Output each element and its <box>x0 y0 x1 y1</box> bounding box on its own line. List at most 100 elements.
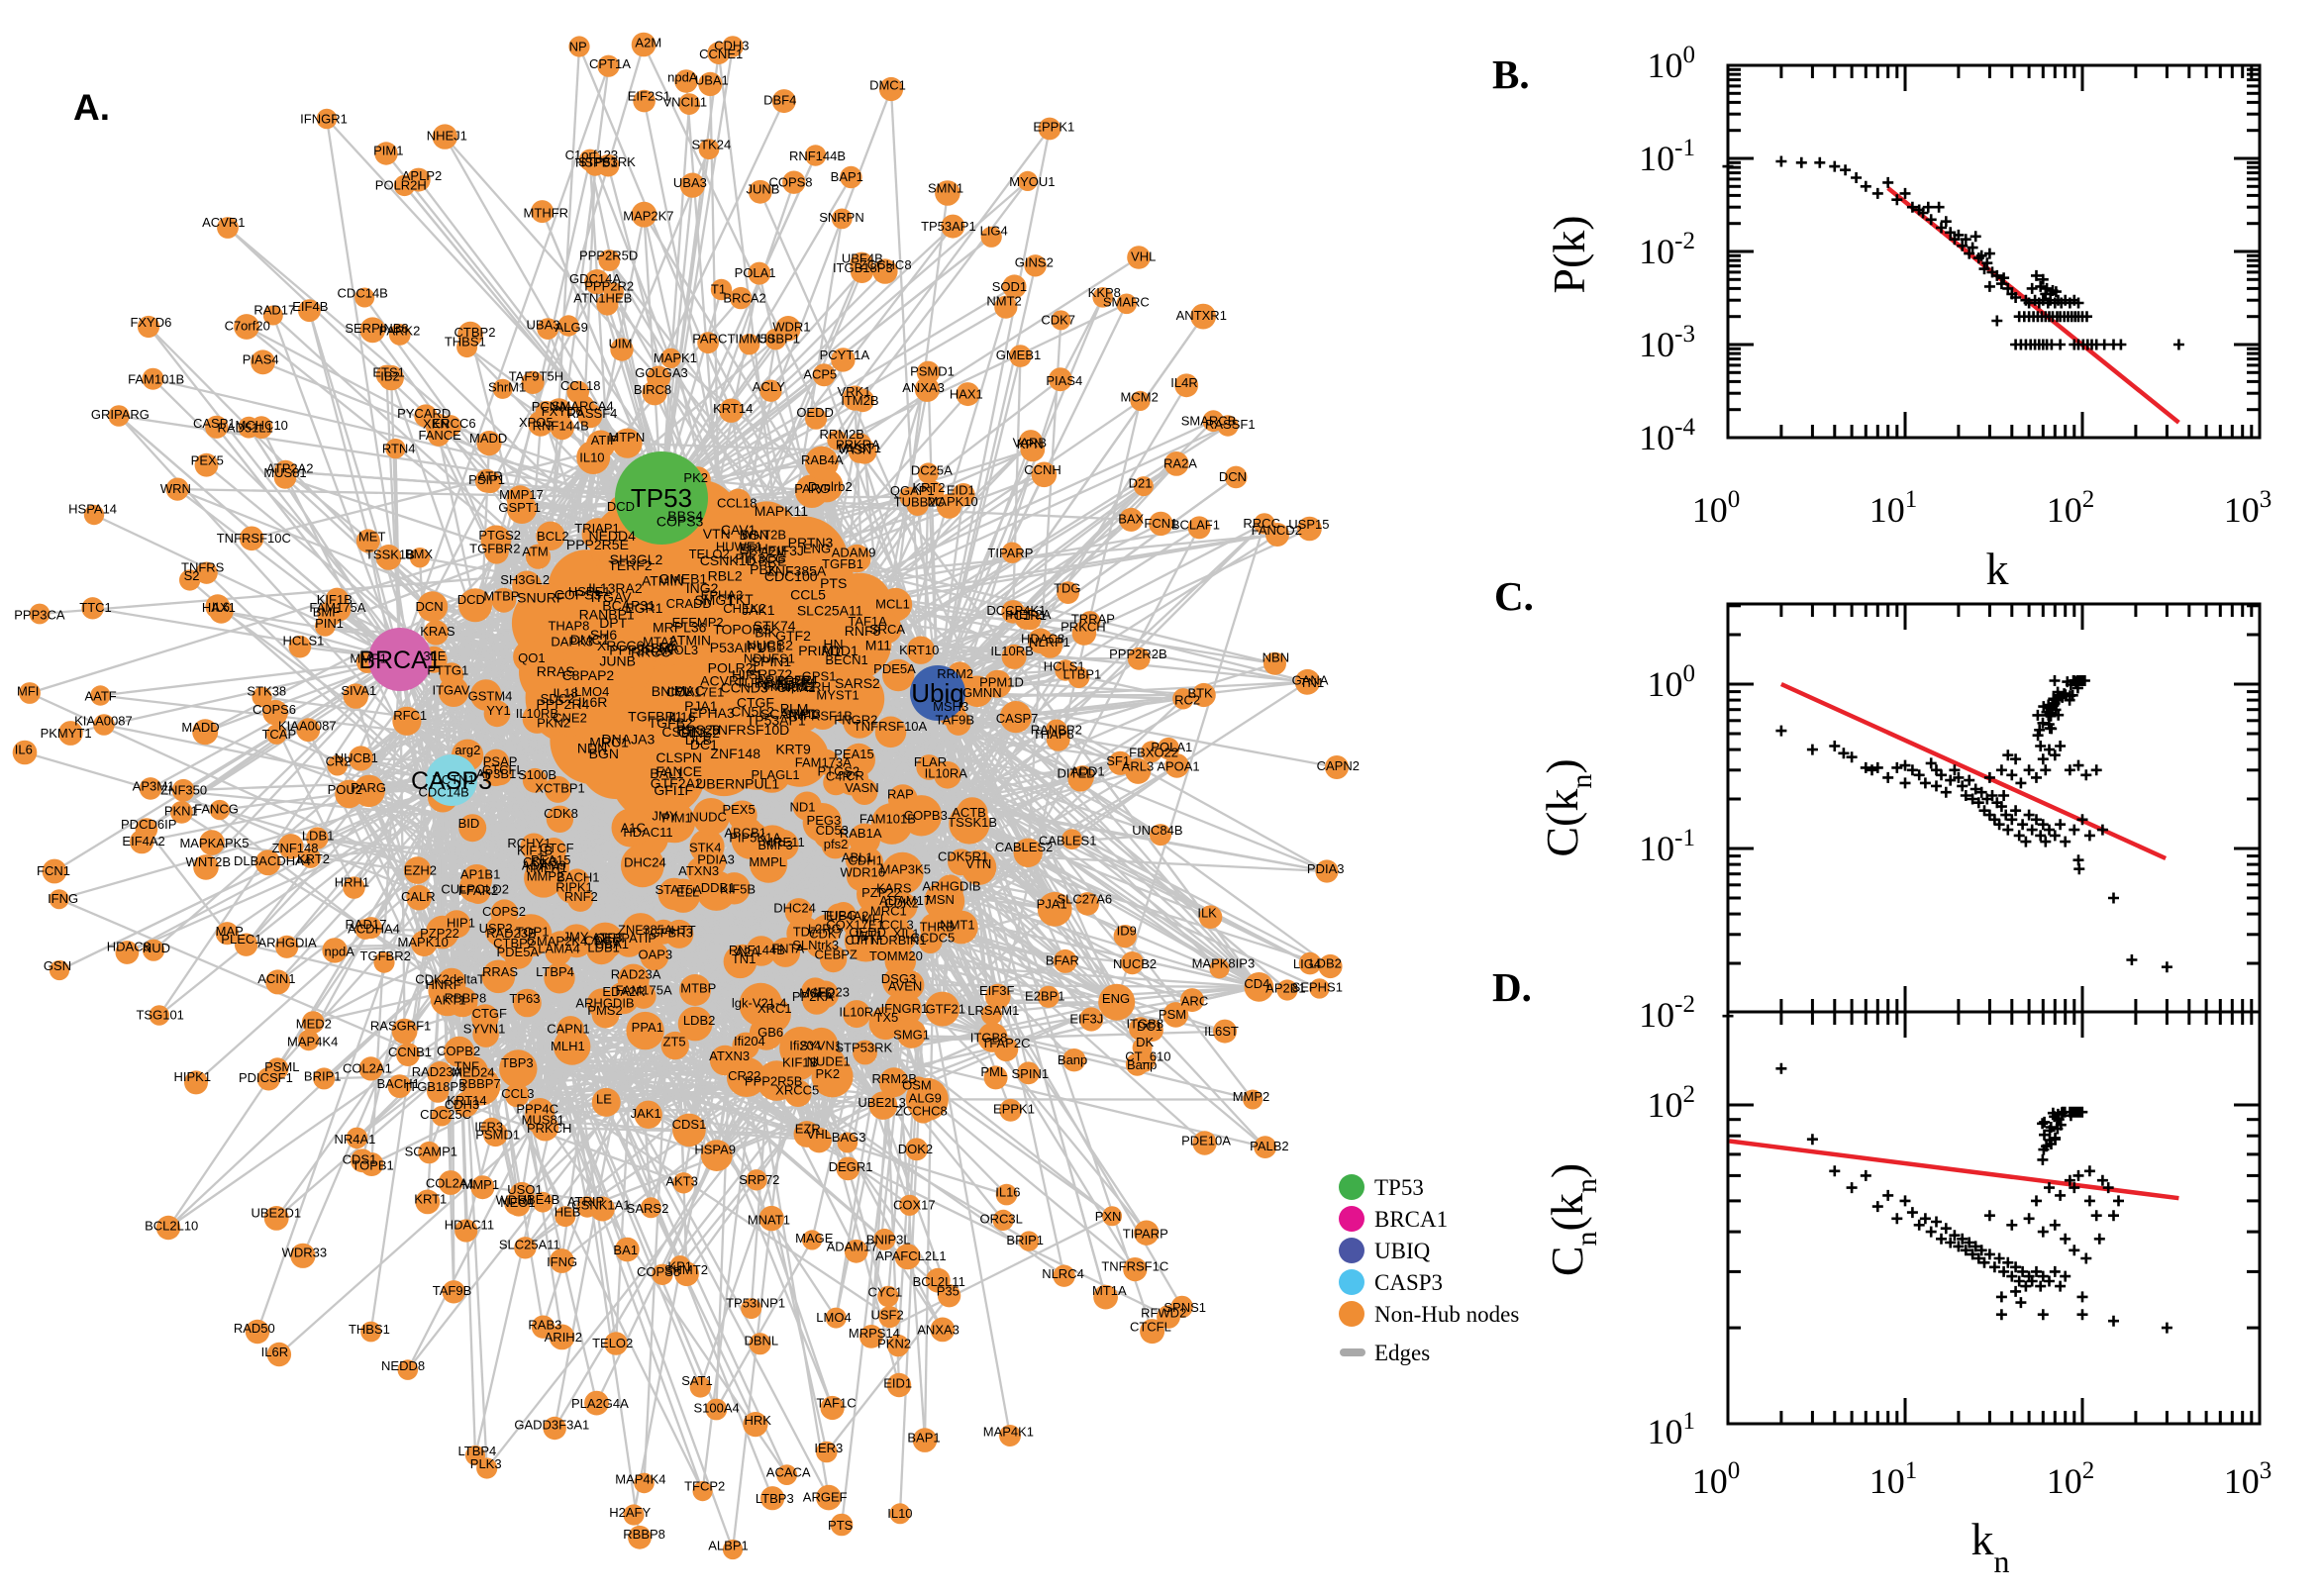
svg-text:THAP8: THAP8 <box>548 619 589 634</box>
svg-text:ATXN3: ATXN3 <box>678 863 719 878</box>
svg-text:PTS: PTS <box>828 1518 854 1533</box>
svg-text:PKN2: PKN2 <box>877 1336 911 1350</box>
svg-text:AKT3: AKT3 <box>665 1174 698 1189</box>
svg-text:IL16: IL16 <box>668 709 695 725</box>
svg-text:PDE5A: PDE5A <box>496 945 539 959</box>
svg-text:KRT10: KRT10 <box>899 643 939 657</box>
svg-text:IL6ST: IL6ST <box>1204 1024 1239 1039</box>
svg-text:EPHA3: EPHA3 <box>701 587 744 602</box>
svg-text:TNFRS: TNFRS <box>181 560 225 575</box>
svg-text:PXN: PXN <box>1095 1209 1122 1224</box>
svg-text:SPIN1: SPIN1 <box>1012 1066 1050 1081</box>
svg-text:COPS8: COPS8 <box>768 175 812 190</box>
svg-text:USF2: USF2 <box>870 1307 903 1322</box>
svg-text:ARIH2: ARIH2 <box>545 1330 582 1345</box>
svg-text:BRIP1: BRIP1 <box>304 1068 342 1083</box>
svg-text:IL6: IL6 <box>15 743 33 757</box>
svg-text:CDK5R1: CDK5R1 <box>938 848 988 863</box>
svg-text:TNFRSF10C: TNFRSF10C <box>217 531 291 546</box>
svg-text:PSML: PSML <box>264 1059 299 1074</box>
svg-text:GANA: GANA <box>1292 673 1329 688</box>
svg-text:CDS1: CDS1 <box>672 1117 707 1132</box>
svg-text:DOK2: DOK2 <box>898 1142 933 1156</box>
svg-text:SH6: SH6 <box>590 627 617 643</box>
svg-text:TGFBR2: TGFBR2 <box>469 542 520 556</box>
svg-text:GINS2: GINS2 <box>1015 254 1054 269</box>
svg-text:ATM: ATM <box>522 544 548 558</box>
svg-text:A.: A. <box>73 87 110 128</box>
svg-text:PLA2G4A: PLA2G4A <box>571 1396 629 1411</box>
svg-text:BRCA1: BRCA1 <box>1374 1207 1448 1232</box>
svg-text:ACP5: ACP5 <box>803 366 837 381</box>
svg-text:AP2B1: AP2B1 <box>1265 980 1305 995</box>
svg-text:CR: CR <box>846 768 864 783</box>
svg-text:RNF144B: RNF144B <box>533 419 589 434</box>
svg-text:S2: S2 <box>741 543 757 557</box>
svg-text:ILK: ILK <box>1197 906 1217 921</box>
svg-text:TGFB1: TGFB1 <box>822 556 863 571</box>
svg-text:KIF1B: KIF1B <box>317 592 353 607</box>
svg-text:COPS2: COPS2 <box>482 904 526 919</box>
svg-text:ACTB: ACTB <box>952 805 986 820</box>
svg-text:OSM: OSM <box>902 1078 932 1093</box>
svg-text:LTBP4: LTBP4 <box>536 964 574 979</box>
svg-text:PPM1D: PPM1D <box>979 675 1024 690</box>
svg-text:COPB2: COPB2 <box>437 1044 480 1058</box>
svg-text:CCL18: CCL18 <box>560 378 600 393</box>
svg-text:THBS1: THBS1 <box>349 1322 390 1337</box>
svg-text:PEX5: PEX5 <box>191 453 224 468</box>
svg-text:FXYD6: FXYD6 <box>130 315 171 330</box>
svg-text:UBE2D1: UBE2D1 <box>252 1206 302 1221</box>
svg-text:DHC24: DHC24 <box>624 855 666 870</box>
svg-text:COPS6: COPS6 <box>252 702 296 717</box>
svg-text:Dynlrb2: Dynlrb2 <box>808 479 853 494</box>
svg-text:A2M: A2M <box>760 544 787 558</box>
svg-text:MFI: MFI <box>17 684 39 699</box>
svg-text:BAX: BAX <box>1118 512 1144 527</box>
svg-text:CDK8: CDK8 <box>544 806 578 821</box>
svg-text:MNAT1: MNAT1 <box>748 1212 790 1227</box>
svg-text:ITGAV: ITGAV <box>432 682 469 697</box>
svg-text:EZH2: EZH2 <box>404 863 437 878</box>
svg-text:POLR2H: POLR2H <box>375 178 427 193</box>
svg-text:BECN1: BECN1 <box>825 652 867 667</box>
svg-text:CYC1: CYC1 <box>868 1285 903 1300</box>
svg-text:EGR1: EGR1 <box>625 600 662 616</box>
svg-text:XRC1: XRC1 <box>758 1001 792 1016</box>
svg-text:PSMD1: PSMD1 <box>910 364 955 379</box>
svg-text:TUBG: TUBG <box>821 908 857 923</box>
svg-text:TFAP2C: TFAP2C <box>981 1036 1030 1050</box>
svg-text:SYVN1: SYVN1 <box>463 1021 506 1036</box>
svg-text:DC25A: DC25A <box>911 463 953 478</box>
svg-text:STK4: STK4 <box>689 841 722 855</box>
svg-text:CAPN2: CAPN2 <box>1317 758 1360 773</box>
svg-text:ACDHA4: ACDHA4 <box>348 921 400 936</box>
svg-text:RAD23A: RAD23A <box>611 967 661 982</box>
svg-text:WDR1: WDR1 <box>772 319 810 334</box>
svg-text:CHEK2: CHEK2 <box>723 601 765 616</box>
svg-text:FCN1: FCN1 <box>37 863 70 878</box>
svg-text:MCL1: MCL1 <box>875 597 910 612</box>
svg-text:TAF9B: TAF9B <box>936 713 975 728</box>
svg-text:JAK1: JAK1 <box>631 1106 661 1121</box>
svg-text:FANCE: FANCE <box>419 428 462 443</box>
svg-text:SOD1: SOD1 <box>992 279 1027 294</box>
svg-text:EPPK1: EPPK1 <box>1033 120 1074 135</box>
svg-text:WDR33: WDR33 <box>282 1246 328 1260</box>
svg-text:DBNL: DBNL <box>744 1333 778 1347</box>
svg-text:MAPK10: MAPK10 <box>398 935 449 949</box>
svg-text:RNF2: RNF2 <box>564 889 598 904</box>
svg-text:ENG: ENG <box>803 542 831 556</box>
svg-text:ORC3L: ORC3L <box>980 1212 1023 1227</box>
svg-text:PLEC1: PLEC1 <box>221 932 261 947</box>
svg-text:NLRP1: NLRP1 <box>1029 635 1070 649</box>
svg-text:GADD3F3A1: GADD3F3A1 <box>514 1418 589 1433</box>
svg-text:RBBP8: RBBP8 <box>623 1527 665 1542</box>
svg-text:CNE2: CNE2 <box>553 711 587 726</box>
svg-text:LMO4: LMO4 <box>816 1310 851 1325</box>
svg-text:ATR: ATR <box>478 469 503 484</box>
svg-text:S100B: S100B <box>518 767 556 782</box>
svg-text:EIF4A2: EIF4A2 <box>122 834 164 848</box>
svg-text:ANXA3: ANXA3 <box>902 380 945 395</box>
svg-text:PARC: PARC <box>692 331 727 346</box>
